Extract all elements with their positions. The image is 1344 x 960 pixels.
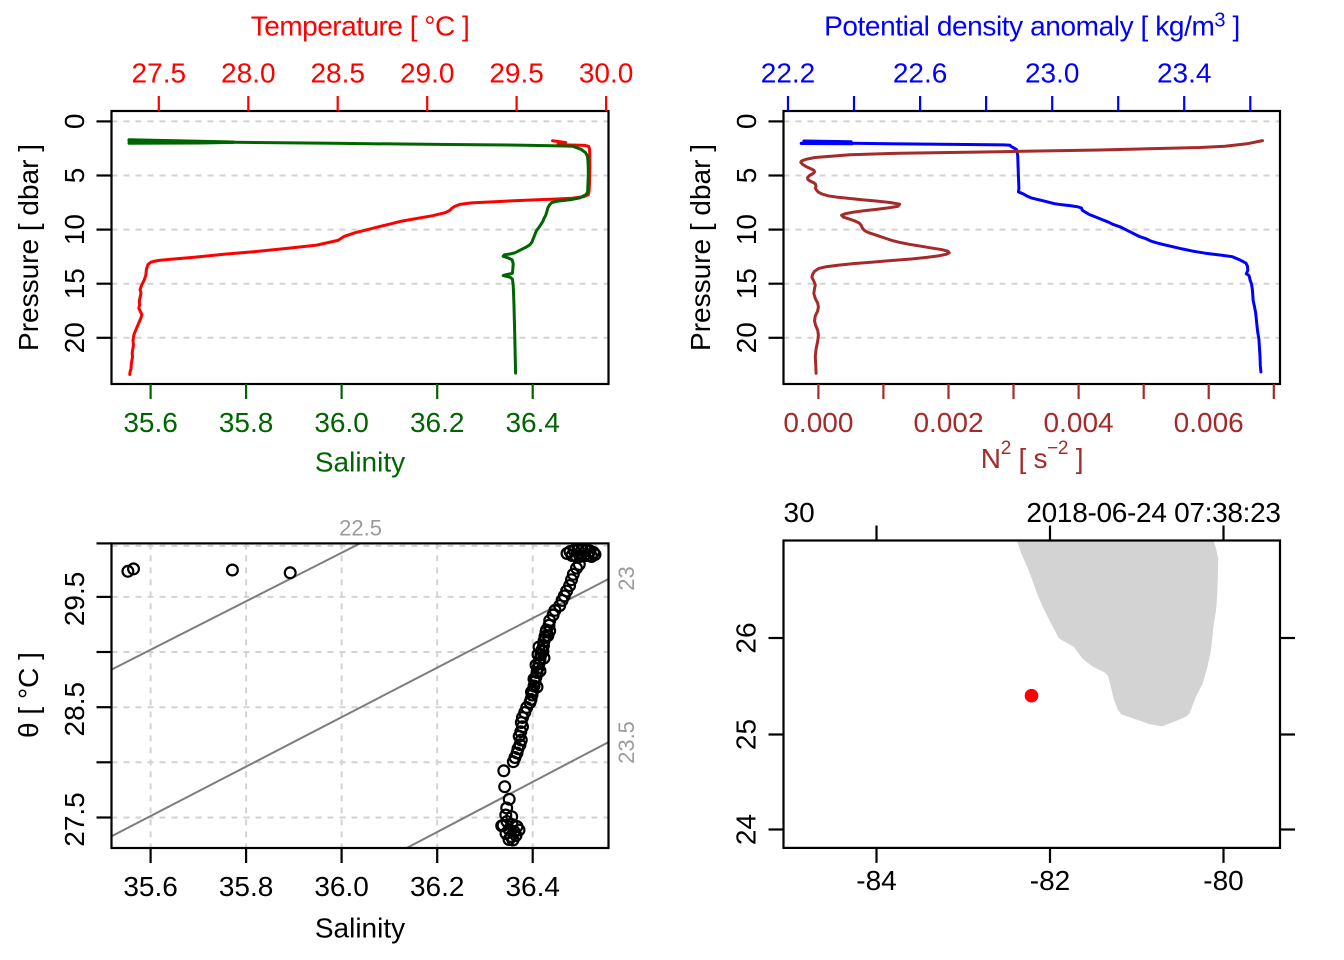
- svg-text:Salinity: Salinity: [315, 447, 405, 478]
- svg-text:Pressure [ dbar ]: Pressure [ dbar ]: [685, 144, 716, 351]
- svg-text:28.5: 28.5: [59, 682, 90, 737]
- svg-text:36.2: 36.2: [410, 871, 465, 902]
- svg-text:22.6: 22.6: [893, 58, 948, 89]
- svg-text:Pressure [ dbar ]: Pressure [ dbar ]: [13, 144, 44, 351]
- svg-text:5: 5: [731, 168, 762, 184]
- svg-text:20: 20: [59, 322, 90, 353]
- svg-text:30: 30: [784, 497, 815, 528]
- svg-text:15: 15: [59, 268, 90, 299]
- svg-text:35.8: 35.8: [219, 871, 274, 902]
- svg-text:36.4: 36.4: [505, 871, 560, 902]
- svg-text:29.5: 29.5: [489, 58, 544, 89]
- svg-text:0.000: 0.000: [783, 407, 853, 438]
- svg-text:N2 [ s−2 ]: N2 [ s−2 ]: [981, 438, 1083, 474]
- svg-text:Temperature [ °C ]: Temperature [ °C ]: [251, 11, 470, 42]
- svg-text:Potential density anomaly [ kg: Potential density anomaly [ kg/m3 ]: [824, 10, 1240, 42]
- svg-text:24: 24: [731, 814, 762, 845]
- svg-text:23.4: 23.4: [1157, 58, 1212, 89]
- svg-text:27.5: 27.5: [59, 792, 90, 847]
- svg-text:23.0: 23.0: [1025, 58, 1080, 89]
- svg-text:-80: -80: [1203, 865, 1243, 896]
- svg-text:27.5: 27.5: [132, 58, 187, 89]
- svg-text:10: 10: [59, 214, 90, 245]
- svg-text:5: 5: [59, 168, 90, 184]
- svg-text:36.0: 36.0: [314, 407, 369, 438]
- svg-text:Salinity: Salinity: [315, 912, 405, 943]
- svg-text:28.0: 28.0: [221, 58, 276, 89]
- svg-text:36.4: 36.4: [505, 407, 560, 438]
- svg-text:15: 15: [731, 268, 762, 299]
- svg-text:θ [ °C ]: θ [ °C ]: [13, 652, 44, 738]
- svg-text:36.0: 36.0: [314, 871, 369, 902]
- svg-text:0: 0: [731, 114, 762, 130]
- svg-text:28.5: 28.5: [310, 58, 365, 89]
- svg-text:35.6: 35.6: [123, 871, 178, 902]
- svg-text:26: 26: [731, 622, 762, 653]
- svg-text:23.5: 23.5: [614, 721, 639, 764]
- svg-text:23: 23: [614, 566, 639, 590]
- svg-text:2018-06-24 07:38:23: 2018-06-24 07:38:23: [1026, 497, 1280, 528]
- svg-text:0: 0: [59, 114, 90, 130]
- svg-text:0.004: 0.004: [1044, 407, 1114, 438]
- svg-text:20: 20: [731, 322, 762, 353]
- svg-text:22.5: 22.5: [339, 516, 382, 541]
- svg-text:0.002: 0.002: [913, 407, 983, 438]
- svg-text:29.0: 29.0: [400, 58, 455, 89]
- svg-text:35.8: 35.8: [219, 407, 274, 438]
- svg-text:10: 10: [731, 214, 762, 245]
- svg-text:0.006: 0.006: [1174, 407, 1244, 438]
- svg-text:25: 25: [731, 719, 762, 750]
- svg-text:36.2: 36.2: [410, 407, 465, 438]
- svg-text:22.2: 22.2: [761, 58, 816, 89]
- svg-text:-82: -82: [1030, 865, 1070, 896]
- svg-text:35.6: 35.6: [123, 407, 178, 438]
- svg-text:29.5: 29.5: [59, 572, 90, 627]
- svg-text:30.0: 30.0: [579, 58, 634, 89]
- svg-text:-84: -84: [856, 865, 896, 896]
